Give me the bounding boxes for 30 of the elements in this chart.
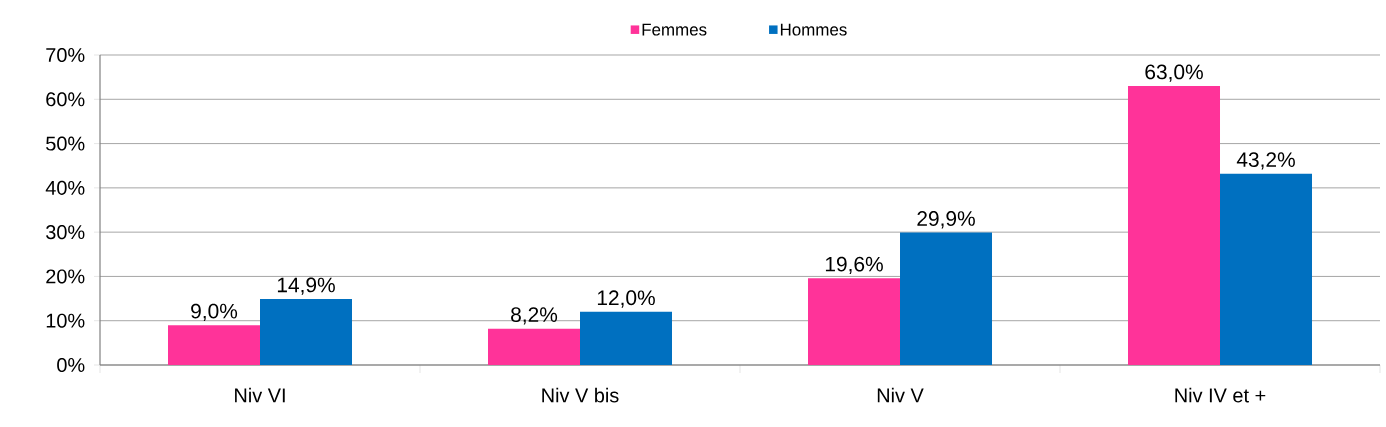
legend-label: Hommes: [780, 23, 847, 36]
y-tick-label: 20%: [46, 269, 85, 284]
y-tick-label: 30%: [46, 225, 85, 240]
x-tick-label: Niv V bis: [542, 387, 619, 403]
y-tick-label: 70%: [46, 47, 85, 63]
data-label: 19,6%: [825, 256, 883, 274]
y-tick-label: 0%: [57, 357, 85, 373]
y-tick-label: 10%: [46, 313, 85, 328]
bar: [488, 328, 580, 365]
data-label: 43,2%: [1236, 152, 1295, 170]
data-label: 63,0%: [1145, 64, 1203, 82]
bar: [168, 325, 260, 365]
x-tick-label: Niv V: [877, 387, 924, 403]
y-tick-label: 40%: [45, 180, 85, 195]
bar: [900, 232, 992, 365]
y-tick-label: 50%: [46, 136, 85, 151]
data-label: 14,9%: [277, 277, 335, 295]
bar: [580, 311, 672, 365]
data-label: 8,2%: [511, 307, 558, 325]
x-tick-label: Niv IV et +: [1175, 387, 1266, 403]
bar: [1128, 86, 1220, 365]
data-label: 29,9%: [917, 211, 975, 229]
y-tick-label: 60%: [46, 92, 85, 107]
bar: [808, 278, 900, 365]
x-tick-label: Niv VI: [235, 387, 285, 403]
data-label: 9,0%: [191, 303, 238, 321]
legend-label: Femmes: [642, 23, 707, 36]
data-label: 12,0%: [597, 290, 655, 308]
bar: [260, 299, 352, 365]
bar: [1220, 173, 1312, 365]
